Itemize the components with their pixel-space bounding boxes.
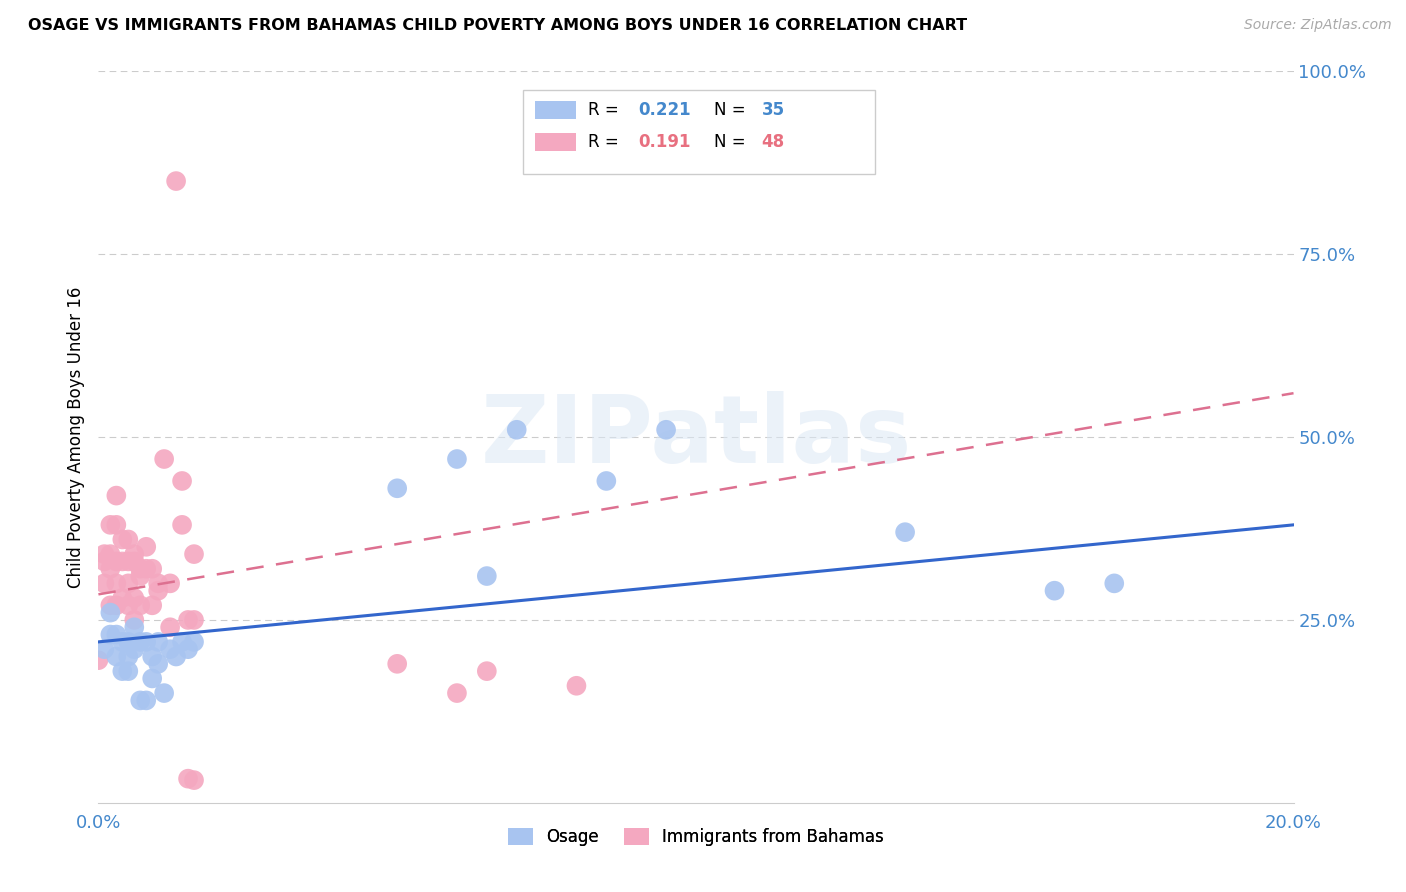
Point	[129, 599, 152, 613]
Point	[117, 576, 139, 591]
Point	[159, 576, 181, 591]
Text: ZIPatlas: ZIPatlas	[481, 391, 911, 483]
Point	[141, 599, 163, 613]
Text: Source: ZipAtlas.com: Source: ZipAtlas.com	[1244, 18, 1392, 32]
Point	[124, 554, 146, 568]
Point	[111, 533, 134, 547]
Point	[87, 653, 110, 667]
Point	[183, 613, 205, 627]
Point	[446, 452, 468, 467]
Point	[141, 562, 163, 576]
Point	[129, 569, 152, 583]
Point	[117, 649, 139, 664]
Point	[93, 554, 115, 568]
Point	[159, 620, 181, 634]
Point	[111, 554, 134, 568]
Point	[177, 772, 200, 786]
Point	[153, 686, 176, 700]
Point	[105, 627, 128, 641]
Point	[159, 642, 181, 657]
Point	[177, 613, 200, 627]
Point	[183, 635, 205, 649]
Point	[111, 664, 134, 678]
Point	[111, 635, 134, 649]
Text: 0.221: 0.221	[638, 101, 692, 120]
Point	[93, 576, 115, 591]
Point	[117, 635, 139, 649]
Text: 48: 48	[762, 133, 785, 152]
Point	[183, 773, 205, 788]
FancyBboxPatch shape	[523, 90, 875, 174]
Y-axis label: Child Poverty Among Boys Under 16: Child Poverty Among Boys Under 16	[66, 286, 84, 588]
Point	[105, 489, 128, 503]
Point	[475, 664, 498, 678]
Point	[1043, 583, 1066, 598]
Point	[148, 635, 170, 649]
Point	[148, 576, 170, 591]
Text: R =: R =	[589, 101, 624, 120]
Point	[1104, 576, 1126, 591]
Point	[183, 547, 205, 561]
Point	[172, 474, 194, 488]
Point	[172, 517, 194, 532]
Point	[129, 562, 152, 576]
Point	[135, 693, 157, 707]
Point	[385, 657, 409, 671]
Point	[93, 642, 115, 657]
Point	[655, 423, 678, 437]
Point	[506, 423, 529, 437]
Point	[124, 613, 146, 627]
FancyBboxPatch shape	[534, 133, 576, 152]
Point	[105, 576, 128, 591]
Point	[135, 635, 157, 649]
Point	[595, 474, 617, 488]
Point	[129, 635, 152, 649]
Point	[894, 525, 917, 540]
Text: N =: N =	[714, 133, 751, 152]
Point	[98, 599, 122, 613]
Point	[124, 642, 146, 657]
Point	[129, 693, 152, 707]
Point	[98, 562, 122, 576]
Point	[105, 649, 128, 664]
Text: OSAGE VS IMMIGRANTS FROM BAHAMAS CHILD POVERTY AMONG BOYS UNDER 16 CORRELATION C: OSAGE VS IMMIGRANTS FROM BAHAMAS CHILD P…	[28, 18, 967, 33]
Point	[565, 679, 588, 693]
Point	[141, 649, 163, 664]
Point	[153, 452, 176, 467]
Point	[148, 583, 170, 598]
Point	[385, 481, 409, 495]
Point	[117, 664, 139, 678]
Point	[105, 599, 128, 613]
Point	[98, 627, 122, 641]
Text: R =: R =	[589, 133, 624, 152]
Point	[446, 686, 468, 700]
Point	[117, 599, 139, 613]
Point	[124, 620, 146, 634]
Point	[172, 635, 194, 649]
Point	[98, 547, 122, 561]
Point	[93, 547, 115, 561]
Point	[98, 606, 122, 620]
Point	[117, 554, 139, 568]
Text: 35: 35	[762, 101, 785, 120]
Point	[111, 591, 134, 605]
Point	[124, 591, 146, 605]
Text: 0.191: 0.191	[638, 133, 692, 152]
FancyBboxPatch shape	[534, 101, 576, 120]
Text: N =: N =	[714, 101, 751, 120]
Point	[141, 672, 163, 686]
Point	[135, 562, 157, 576]
Point	[98, 517, 122, 532]
Point	[165, 649, 187, 664]
Point	[135, 540, 157, 554]
Point	[177, 642, 200, 657]
Point	[105, 517, 128, 532]
Point	[148, 657, 170, 671]
Point	[165, 174, 187, 188]
Point	[124, 547, 146, 561]
Point	[105, 554, 128, 568]
Point	[117, 533, 139, 547]
Point	[475, 569, 498, 583]
Legend: Osage, Immigrants from Bahamas: Osage, Immigrants from Bahamas	[502, 822, 890, 853]
